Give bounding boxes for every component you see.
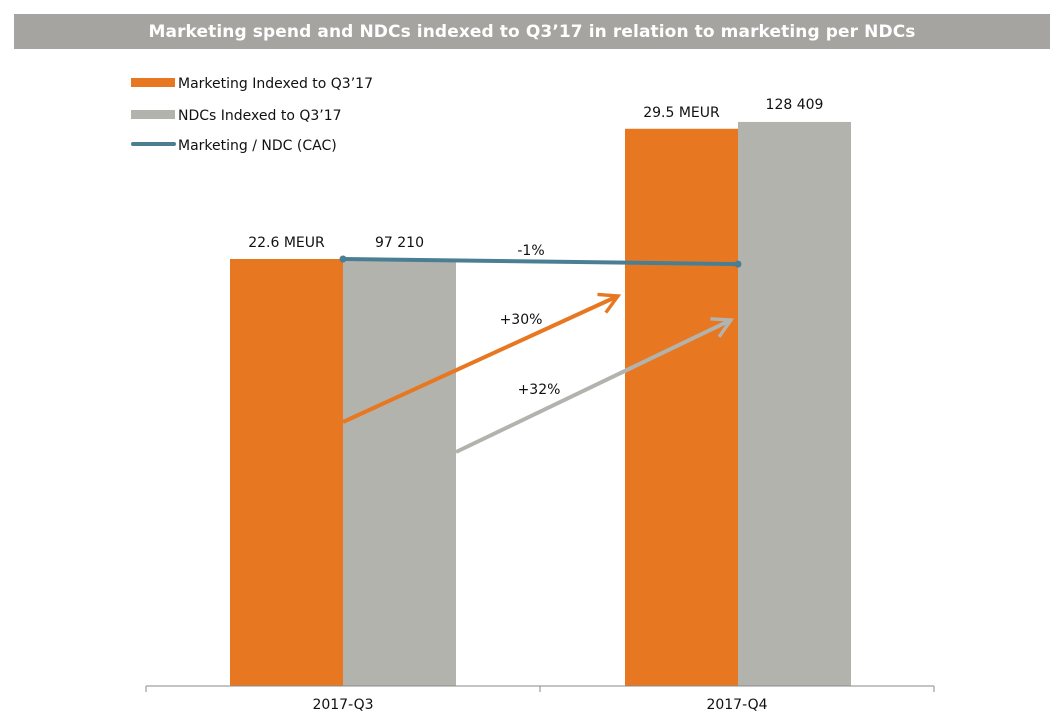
arrow-ndc-growth (455, 317, 735, 454)
legend-label-marketing: Marketing Indexed to Q3’17 (178, 76, 373, 92)
bar-marketing-2017-q3 (230, 259, 343, 686)
point-cac-2017-q3 (339, 255, 347, 263)
x-tick-label-q4: 2017-Q4 (706, 697, 767, 713)
legend-swatch-marketing (131, 78, 175, 87)
legend-label-ndc: NDCs Indexed to Q3’17 (178, 108, 342, 124)
bar-ndc-2017-q3 (343, 259, 456, 686)
bar-marketing-2017-q4 (625, 128, 738, 686)
data-label-ndc-2017-q4: 128 409 (766, 97, 824, 113)
chart-title-bar: Marketing spend and NDCs indexed to Q3’1… (14, 14, 1050, 49)
data-label-marketing-2017-q4: 29.5 MEUR (643, 105, 720, 121)
x-tick-label-q3: 2017-Q3 (312, 697, 373, 713)
data-label-marketing-2017-q3: 22.6 MEUR (248, 235, 325, 251)
annotation-cac: -1% (517, 243, 544, 259)
data-label-ndc-2017-q3: 97 210 (375, 235, 424, 251)
legend-swatch-ndc (131, 110, 175, 119)
annotation-ndc: +32% (518, 382, 561, 398)
chart-title: Marketing spend and NDCs indexed to Q3’1… (148, 21, 916, 42)
point-cac-2017-q4 (734, 260, 742, 268)
line-cac (342, 257, 739, 267)
legend-label-cac: Marketing / NDC (CAC) (178, 138, 337, 154)
legend: Marketing Indexed to Q3’17 NDCs Indexed … (131, 76, 373, 154)
annotation-marketing: +30% (500, 312, 543, 328)
arrow-marketing-growth (342, 292, 622, 424)
bar-ndc-2017-q4 (738, 121, 851, 687)
